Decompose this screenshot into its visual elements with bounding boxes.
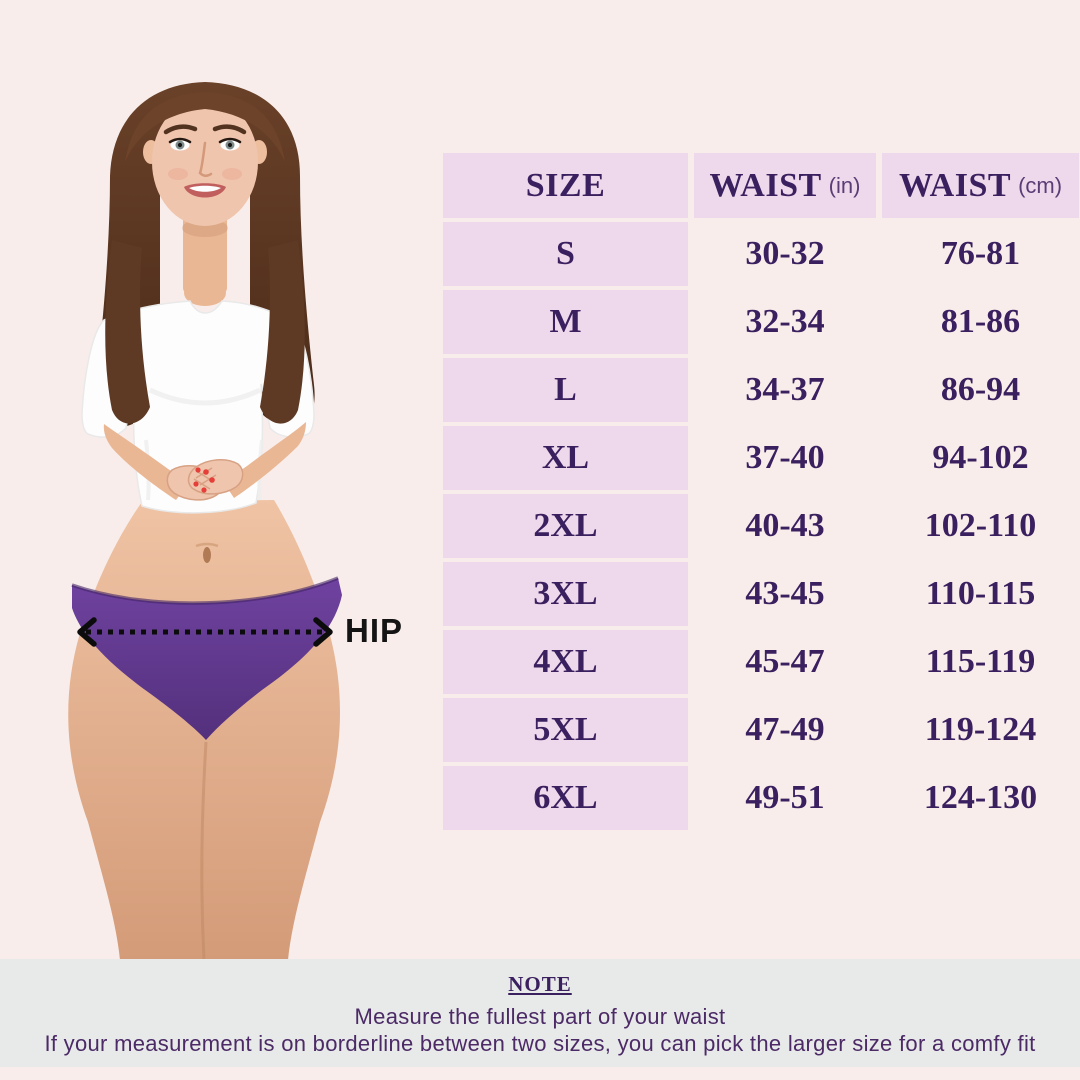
waist-in-value: 47-49 [745,711,825,748]
hip-measure-arrow-icon [77,617,333,647]
size-label: 2XL [443,494,688,558]
waist-cm-value: 102-110 [924,507,1037,544]
waist-cm-value: 124-130 [923,779,1038,816]
size-label: L [443,358,688,422]
hip-label: HIP [345,612,404,649]
waist-in-value: 40-43 [745,507,825,544]
legs-inner-shadow [200,741,208,960]
eyebrow-left [163,124,198,135]
model-arms-hands [103,422,306,501]
eye-right [218,137,242,151]
waist-cm-value: 94-102 [932,439,1029,476]
smiling-lips [184,183,226,198]
waist-in-header-unit: (in) [828,172,861,198]
waist-cm-value: 110-115 [925,575,1036,612]
note-title: NOTE [508,972,572,996]
waist-in-value: 43-45 [745,575,825,612]
size-label: XL [443,426,688,490]
waist-cm-value: 81-86 [940,303,1021,340]
size-label: 5XL [443,698,688,762]
waist-in-value: 32-34 [745,303,825,340]
nose [198,141,213,177]
waist-in-value: 37-40 [745,439,825,476]
waist-cm-value: 86-94 [940,371,1021,408]
note-section: NOTE Measure the fullest part of your wa… [0,959,1080,1067]
waist-cm-value: 119-124 [924,711,1037,748]
red-painted-nails [193,467,215,493]
navel [203,547,211,563]
eye-left [168,137,192,151]
waist-cm-value: 115-119 [925,643,1036,680]
waist-in-header-label: WAIST [709,166,822,204]
size-label: S [443,222,688,286]
size-table: SIZE WAIST (in) WAIST (cm) S 30-32 76-81 M 3… [443,153,1079,830]
model-hair-bangs [125,92,285,162]
waist-in-value: 30-32 [745,235,825,272]
note-line-1: Measure the fullest part of your waist [354,1004,726,1029]
model-face [152,98,258,226]
model-hair-front-strands [105,240,305,424]
size-label: 3XL [443,562,688,626]
panty-waistband [71,576,339,605]
size-label: M [443,290,688,354]
waist-in-value: 34-37 [745,371,825,408]
eyebrow-right [212,124,247,135]
note-line-2: If your measurement is on borderline bet… [44,1031,1036,1056]
waist-in-value: 49-51 [745,779,825,816]
waist-in-value: 45-47 [745,643,825,680]
size-column-header: SIZE [443,153,688,218]
waist-cm-value: 76-81 [940,235,1021,272]
waist-cm-column-header: WAIST (cm) [882,153,1079,218]
waist-cm-header-unit: (cm) [1018,172,1063,198]
waist-cm-header-label: WAIST [898,166,1012,204]
model-photo [68,82,342,960]
purple-panties [71,576,342,740]
size-label: 4XL [443,630,688,694]
waist-in-column-header: WAIST (in) [694,153,876,218]
hand-right [187,459,244,495]
size-label: 6XL [443,766,688,830]
